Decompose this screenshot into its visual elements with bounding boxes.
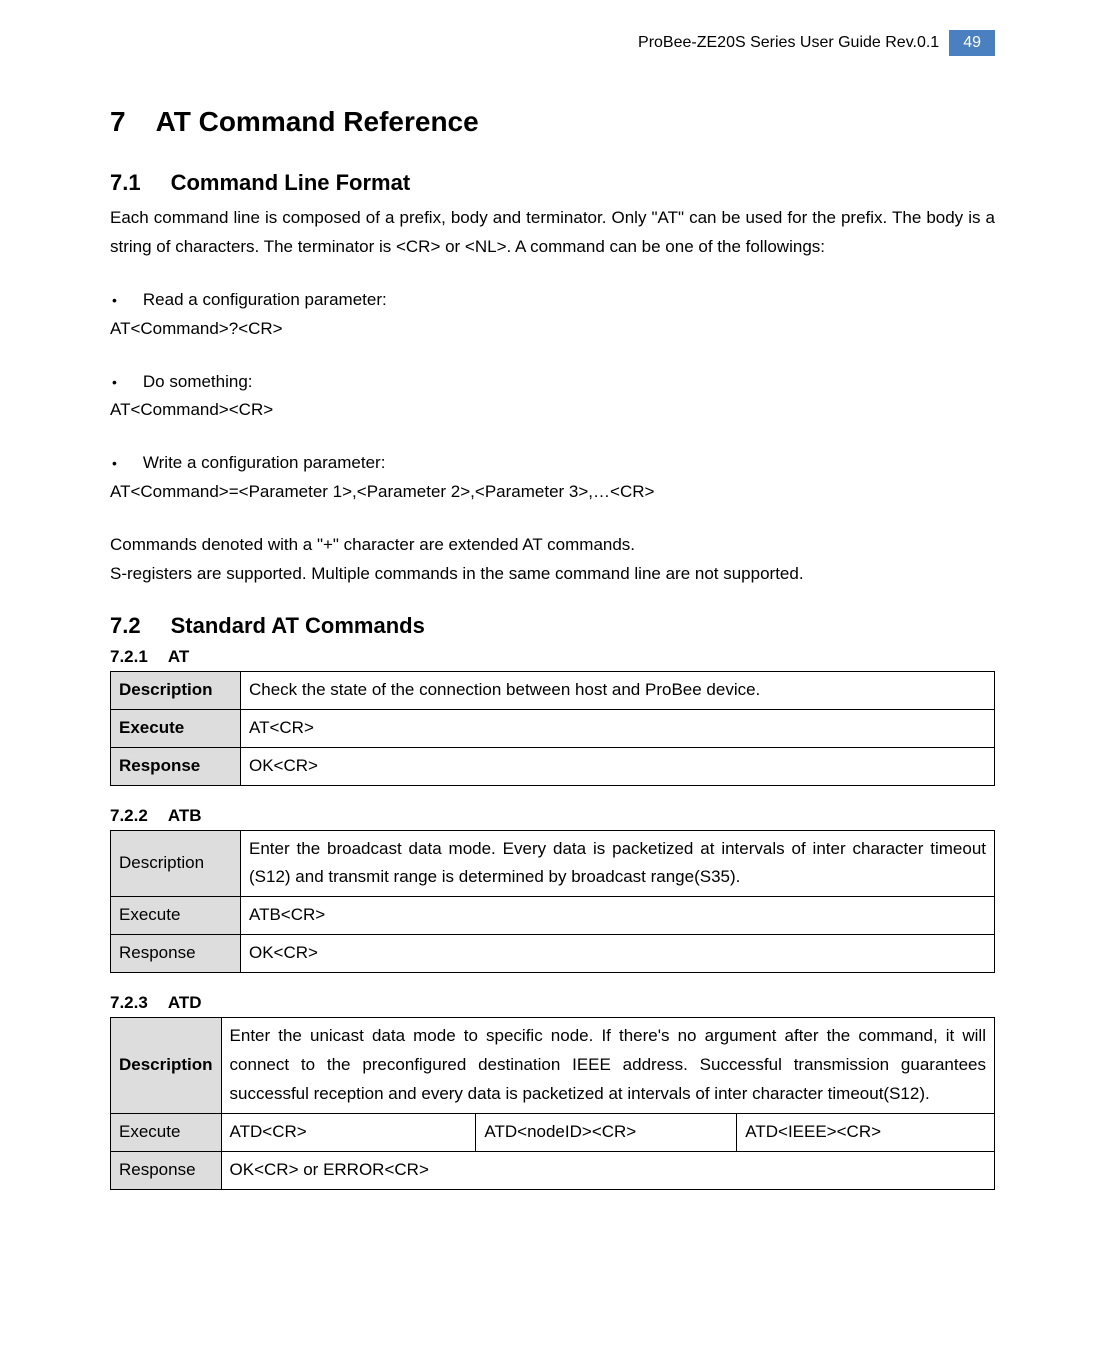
cell-value-execute: ATB<CR> bbox=[241, 897, 995, 935]
page-header: ProBee-ZE20S Series User Guide Rev.0.1 4… bbox=[110, 30, 995, 56]
cell-label-description: Description bbox=[111, 1018, 222, 1114]
bullet-icon: • bbox=[112, 289, 117, 313]
cell-value-response: OK<CR> bbox=[241, 747, 995, 785]
table-row: Description Check the state of the conne… bbox=[111, 671, 995, 709]
cell-label-response: Response bbox=[111, 1151, 222, 1189]
cell-value-description: Enter the unicast data mode to specific … bbox=[221, 1018, 994, 1114]
trailer-paragraph-1: Commands denoted with a "+" character ar… bbox=[110, 531, 995, 560]
bullet-item-1: • Read a configuration parameter: bbox=[110, 286, 995, 315]
table-row: Description Enter the unicast data mode … bbox=[111, 1018, 995, 1114]
cell-label-response: Response bbox=[111, 935, 241, 973]
subsub-number-722: 7.2.2 bbox=[110, 806, 148, 826]
cell-value-execute-3: ATD<IEEE><CR> bbox=[737, 1113, 995, 1151]
subsection-heading-72: 7.2 Standard AT Commands bbox=[110, 613, 995, 639]
cell-value-execute-2: ATD<nodeID><CR> bbox=[476, 1113, 737, 1151]
subsection-number-72: 7.2 bbox=[110, 613, 141, 639]
atd-table: Description Enter the unicast data mode … bbox=[110, 1017, 995, 1189]
section-title: AT Command Reference bbox=[156, 106, 479, 137]
subsection-heading-71: 7.1 Command Line Format bbox=[110, 170, 995, 196]
atb-table: Description Enter the broadcast data mod… bbox=[110, 830, 995, 974]
cell-label-response: Response bbox=[111, 747, 241, 785]
subsub-title-722: ATB bbox=[168, 806, 202, 825]
subsection-title-72: Standard AT Commands bbox=[171, 613, 425, 638]
code-line-1: AT<Command>?<CR> bbox=[110, 315, 995, 344]
code-line-2: AT<Command><CR> bbox=[110, 396, 995, 425]
at-table: Description Check the state of the conne… bbox=[110, 671, 995, 786]
cell-label-execute: Execute bbox=[111, 897, 241, 935]
cell-value-response: OK<CR> or ERROR<CR> bbox=[221, 1151, 994, 1189]
cell-value-response: OK<CR> bbox=[241, 935, 995, 973]
table-row: Execute AT<CR> bbox=[111, 709, 995, 747]
bullet-text-3: Write a configuration parameter: bbox=[143, 449, 386, 478]
subsub-heading-721: 7.2.1 AT bbox=[110, 647, 995, 667]
cell-label-execute: Execute bbox=[111, 709, 241, 747]
table-row: Response OK<CR> or ERROR<CR> bbox=[111, 1151, 995, 1189]
cell-value-execute: AT<CR> bbox=[241, 709, 995, 747]
subsub-title-723: ATD bbox=[168, 993, 202, 1012]
cell-label-description: Description bbox=[111, 671, 241, 709]
table-row: Execute ATD<CR> ATD<nodeID><CR> ATD<IEEE… bbox=[111, 1113, 995, 1151]
bullet-text-2: Do something: bbox=[143, 368, 253, 397]
cell-value-execute-1: ATD<CR> bbox=[221, 1113, 476, 1151]
subsub-number-721: 7.2.1 bbox=[110, 647, 148, 667]
subsection-number-71: 7.1 bbox=[110, 170, 141, 196]
bullet-item-2: • Do something: bbox=[110, 368, 995, 397]
section-heading: 7 AT Command Reference bbox=[110, 106, 995, 138]
code-line-3: AT<Command>=<Parameter 1>,<Parameter 2>,… bbox=[110, 478, 995, 507]
section-number: 7 bbox=[110, 106, 126, 138]
subsub-heading-722: 7.2.2 ATB bbox=[110, 806, 995, 826]
subsub-heading-723: 7.2.3 ATD bbox=[110, 993, 995, 1013]
header-page-number: 49 bbox=[949, 30, 995, 56]
intro-paragraph: Each command line is composed of a prefi… bbox=[110, 204, 995, 262]
cell-label-execute: Execute bbox=[111, 1113, 222, 1151]
table-row: Description Enter the broadcast data mod… bbox=[111, 830, 995, 897]
bullet-icon: • bbox=[112, 371, 117, 395]
trailer-paragraph-2: S-registers are supported. Multiple comm… bbox=[110, 560, 995, 589]
table-row: Response OK<CR> bbox=[111, 747, 995, 785]
bullet-text-1: Read a configuration parameter: bbox=[143, 286, 387, 315]
cell-value-description: Enter the broadcast data mode. Every dat… bbox=[241, 830, 995, 897]
header-title: ProBee-ZE20S Series User Guide Rev.0.1 bbox=[638, 34, 939, 52]
table-row: Execute ATB<CR> bbox=[111, 897, 995, 935]
table-row: Response OK<CR> bbox=[111, 935, 995, 973]
subsection-title-71: Command Line Format bbox=[171, 170, 411, 195]
cell-label-description: Description bbox=[111, 830, 241, 897]
subsub-number-723: 7.2.3 bbox=[110, 993, 148, 1013]
bullet-item-3: • Write a configuration parameter: bbox=[110, 449, 995, 478]
bullet-icon: • bbox=[112, 452, 117, 476]
cell-value-description: Check the state of the connection betwee… bbox=[241, 671, 995, 709]
subsub-title-721: AT bbox=[168, 647, 189, 666]
